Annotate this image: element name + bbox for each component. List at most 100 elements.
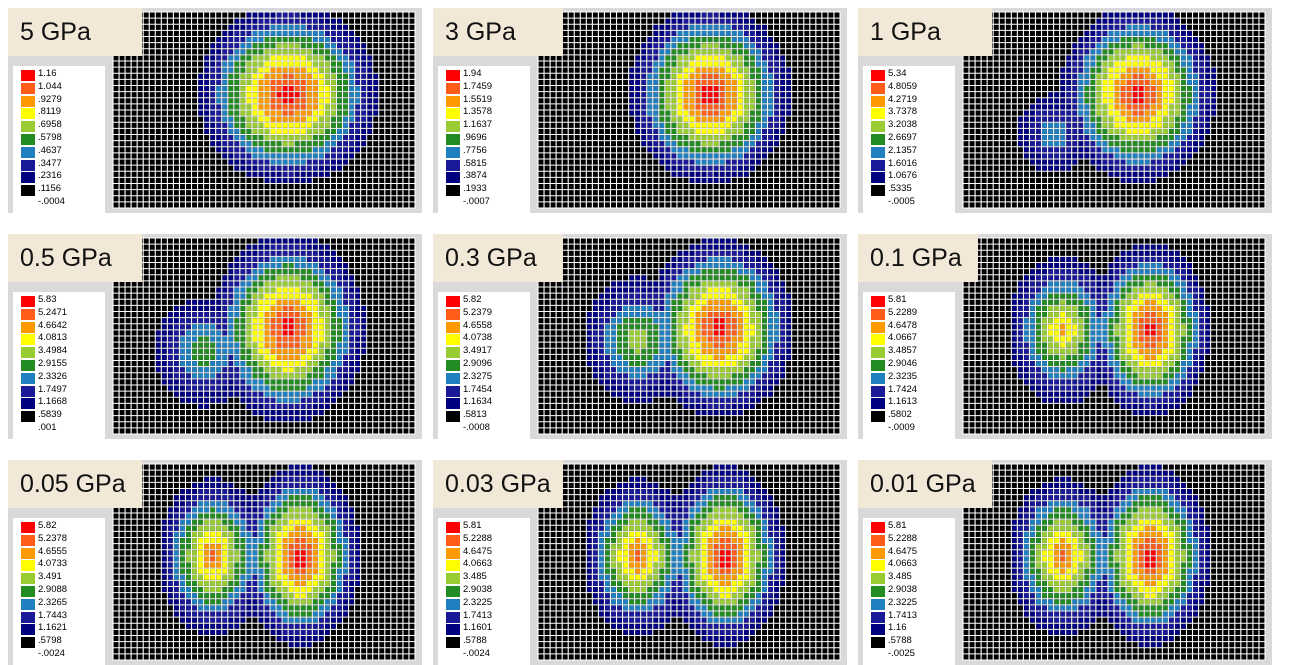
heatmap-cell xyxy=(665,98,671,104)
heatmap-cell xyxy=(379,12,385,18)
heatmap-cell xyxy=(222,24,228,30)
heatmap-cell xyxy=(391,171,397,177)
heatmap-cell xyxy=(288,135,294,141)
heatmap-cell xyxy=(719,141,725,147)
heatmap-cell xyxy=(1217,67,1223,73)
heatmap-cell xyxy=(786,159,792,165)
heatmap-cell xyxy=(999,110,1005,116)
heatmap-cell xyxy=(1024,147,1029,153)
heatmap-cell xyxy=(975,135,981,141)
color-legend: 1.94 1.7459 1.5519 1.3578 1.1637.9696.7756.5… xyxy=(438,66,530,213)
heatmap-cell xyxy=(306,190,312,196)
heatmap-cell xyxy=(198,128,203,134)
heatmap-cell xyxy=(1114,24,1120,30)
heatmap-cell xyxy=(635,165,641,171)
heatmap-cell xyxy=(234,190,240,196)
heatmap-cell xyxy=(1024,159,1029,165)
heatmap-cell xyxy=(689,110,695,116)
heatmap-cell xyxy=(695,202,701,208)
heatmap-cell xyxy=(355,196,361,202)
heatmap-cell xyxy=(1126,79,1132,85)
heatmap-cell xyxy=(125,202,131,208)
heatmap-cell xyxy=(1132,67,1138,73)
heatmap-cell xyxy=(804,147,810,153)
heatmap-cell xyxy=(999,67,1005,73)
heatmap-cell xyxy=(786,165,792,171)
heatmap-cell xyxy=(1024,135,1029,141)
heatmap-cell xyxy=(210,147,216,153)
heatmap-cell xyxy=(1211,55,1217,61)
heatmap-cell xyxy=(1017,153,1023,159)
heatmap-cell xyxy=(1259,153,1265,159)
heatmap-cell xyxy=(1205,147,1211,153)
heatmap-cell xyxy=(355,55,361,61)
heatmap-cell xyxy=(737,86,743,92)
heatmap-cell xyxy=(599,104,604,110)
heatmap-cell xyxy=(331,49,336,55)
heatmap-cell xyxy=(349,171,354,177)
heatmap-cell xyxy=(137,61,143,67)
heatmap-cell xyxy=(174,12,179,18)
heatmap-cell xyxy=(204,79,210,85)
heatmap-cell xyxy=(1017,12,1023,18)
heatmap-cell xyxy=(1193,141,1198,147)
heatmap-cell xyxy=(1024,37,1029,43)
heatmap-cell xyxy=(605,147,610,153)
heatmap-cell xyxy=(1005,61,1011,67)
heatmap-cell xyxy=(1247,49,1253,55)
heatmap-cell xyxy=(149,12,155,18)
heatmap-cell xyxy=(1054,184,1060,190)
heatmap-cell xyxy=(234,153,240,159)
heatmap-cell xyxy=(264,171,270,177)
heatmap-cell xyxy=(1193,98,1198,104)
heatmap-cell xyxy=(550,171,556,177)
heatmap-cell xyxy=(1011,79,1017,85)
heatmap-cell xyxy=(355,43,361,49)
heatmap-cell xyxy=(611,86,616,92)
heatmap-cell xyxy=(804,153,810,159)
heatmap-cell xyxy=(337,104,342,110)
heatmap-cell xyxy=(216,104,222,110)
heatmap-cell xyxy=(1017,190,1023,196)
heatmap-cell xyxy=(312,49,318,55)
heatmap-cell xyxy=(701,92,707,98)
heatmap-cell xyxy=(1096,24,1102,30)
heatmap-cell xyxy=(1132,171,1138,177)
heatmap-cell xyxy=(186,165,191,171)
heatmap-cell xyxy=(822,116,828,122)
heatmap-cell xyxy=(719,79,725,85)
heatmap-cell xyxy=(1259,184,1265,190)
legend-swatch xyxy=(21,95,35,107)
heatmap-cell xyxy=(252,165,258,171)
heatmap-cell xyxy=(1193,30,1198,36)
heatmap-cell xyxy=(834,24,840,30)
heatmap-cell xyxy=(568,55,574,61)
heatmap-cell xyxy=(1168,79,1174,85)
heatmap-cell xyxy=(562,104,568,110)
heatmap-cell xyxy=(180,110,185,116)
heatmap-cell xyxy=(1078,110,1084,116)
heatmap-cell xyxy=(161,92,167,98)
heatmap-cell xyxy=(762,24,767,30)
heatmap-cell xyxy=(131,79,137,85)
heatmap-cell xyxy=(403,159,409,165)
heatmap-cell xyxy=(963,98,969,104)
heatmap-cell xyxy=(786,61,792,67)
heatmap-cell xyxy=(701,116,707,122)
heatmap-cell xyxy=(1114,73,1120,79)
heatmap-cell xyxy=(756,116,761,122)
heatmap-cell xyxy=(538,165,544,171)
heatmap-cell xyxy=(1036,104,1041,110)
heatmap-cell xyxy=(294,177,300,183)
heatmap-cell xyxy=(367,128,373,134)
heatmap-cell xyxy=(647,159,653,165)
heatmap-cell xyxy=(653,12,659,18)
heatmap-cell xyxy=(822,79,828,85)
heatmap-cell xyxy=(1072,147,1078,153)
heatmap-cell xyxy=(1090,73,1096,79)
heatmap-cell xyxy=(1205,18,1211,24)
heatmap-cell xyxy=(1168,159,1174,165)
heatmap-cell xyxy=(635,177,641,183)
heatmap-cell xyxy=(1036,86,1041,92)
heatmap-cell xyxy=(1156,177,1162,183)
